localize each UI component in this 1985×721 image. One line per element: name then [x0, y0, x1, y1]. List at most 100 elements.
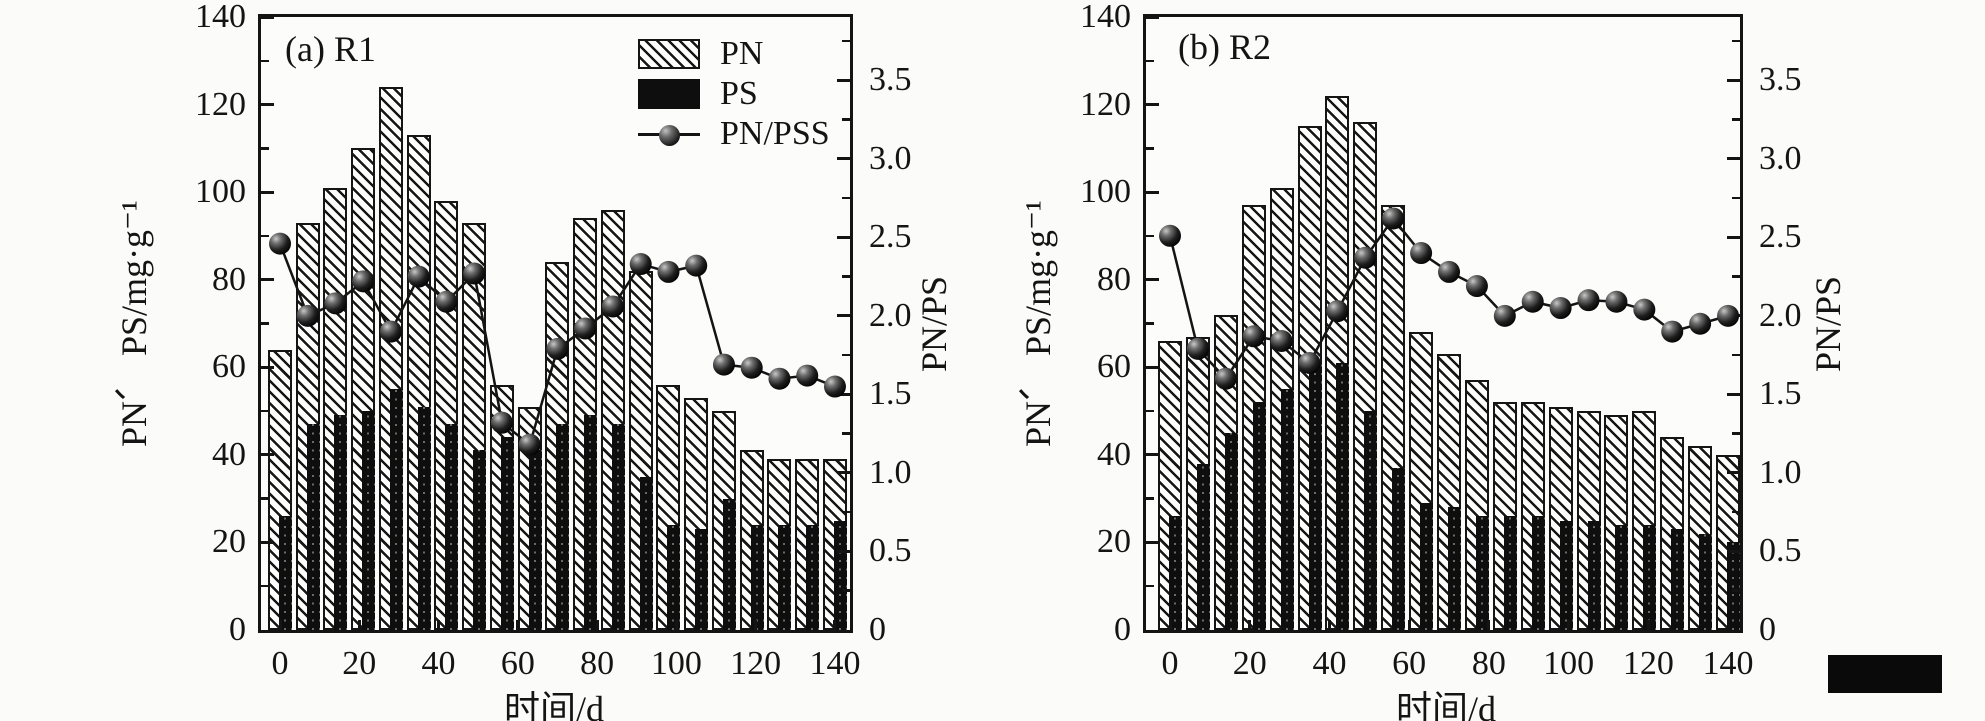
ratio-point: PN/PSS day 105: 2.32 — [685, 254, 708, 277]
ratio-axis-tick-label: 0 — [869, 611, 886, 648]
y-axis-tick-label: 60 — [212, 348, 246, 386]
ratio-axis-minor-tick — [1732, 510, 1740, 514]
ratio-axis-tick-label: 3.5 — [869, 61, 912, 99]
ratio-point: PN/PSS day 105: 2.1 — [1577, 289, 1600, 312]
ps-bar — [1475, 516, 1489, 630]
x-axis-tick — [595, 620, 599, 630]
x-axis-tick-label: 60 — [1392, 645, 1427, 682]
ratio-point: PN/PSS day 63: 1.18 — [518, 433, 541, 456]
ps-bar — [611, 424, 625, 630]
y-axis-tick — [1146, 278, 1159, 282]
ratio-point: PN/PSS day 112: 1.69 — [712, 353, 735, 376]
ps-bar — [833, 520, 847, 630]
ratio-point: PN/PSS day 126: 1.9 — [1661, 320, 1684, 343]
x-axis-tick — [1327, 620, 1331, 630]
ratio-axis-tick — [1727, 157, 1740, 161]
legend-label-pnpss: PN/PSS — [720, 115, 830, 152]
ps-bar — [1420, 503, 1434, 630]
ps-bar — [1224, 432, 1238, 630]
ratio-point: PN/PSS day 35: 1.7 — [1298, 352, 1321, 375]
ps-bar — [1699, 533, 1713, 630]
ratio-point: PN/PSS day 126: 1.6 — [768, 367, 791, 390]
x-axis-tick-label: 20 — [1232, 645, 1267, 682]
y-axis-minor-tick — [261, 584, 269, 588]
ratio-axis-minor-tick — [1732, 118, 1740, 121]
y-axis-minor-tick — [1146, 59, 1154, 63]
y-axis-minor-tick — [1146, 409, 1154, 413]
y-axis-tick — [1146, 453, 1159, 457]
ps-bar — [778, 524, 792, 630]
x-axis-tick — [437, 620, 441, 630]
x-axis-tick-label: 120 — [730, 645, 782, 682]
pn-bar — [628, 270, 653, 630]
ratio-point: PN/PSS day 7: 1.79 — [1186, 337, 1209, 360]
ps-bar — [722, 498, 736, 630]
ratio-point: PN/PSS day 49: 2.27 — [463, 262, 486, 285]
y-axis-minor-tick — [261, 147, 269, 150]
ratio-axis-tick — [1727, 471, 1740, 475]
y-axis-tick — [1146, 103, 1159, 107]
x-axis-tick — [516, 620, 520, 630]
ratio-point: PN/PSS day 42: 2.09 — [435, 290, 458, 313]
ps-bar — [1559, 520, 1573, 630]
x-axis-tick — [754, 620, 758, 630]
ratio-axis-minor-tick — [842, 510, 850, 514]
ratio-point: PN/PSS day 77: 2.19 — [1465, 275, 1488, 298]
x-axis-tick-label: 140 — [1702, 645, 1754, 682]
ps-bar — [1308, 362, 1322, 630]
ratio-axis-tick-label: 1.0 — [869, 453, 912, 491]
y-axis-minor-tick — [1146, 497, 1154, 500]
ps-bar — [1727, 542, 1741, 630]
ps-bar — [1615, 524, 1629, 630]
ps-bar — [806, 524, 820, 630]
ps-bar — [1364, 411, 1378, 630]
ps-bar — [445, 424, 459, 630]
y-axis-minor-tick — [261, 234, 269, 238]
ps-bar — [389, 389, 403, 630]
ratio-axis-tick-label: 3.5 — [1759, 61, 1802, 99]
x-axis-tick-label: 120 — [1622, 645, 1674, 682]
x-axis-tick-label: 20 — [342, 645, 377, 682]
y-axis-tick-label: 40 — [1097, 435, 1131, 473]
ratio-axis-minor-tick — [842, 353, 850, 357]
x-axis-tick — [674, 620, 678, 630]
ps-bar — [362, 411, 376, 630]
ratio-axis-tick-label: 3.0 — [869, 139, 912, 177]
ratio-point: PN/PSS day 77: 1.92 — [574, 317, 597, 340]
ratio-axis-minor-tick — [1732, 589, 1740, 592]
ps-bar — [473, 450, 487, 630]
ratio-axis-tick — [837, 549, 850, 553]
ratio-axis-tick — [1727, 78, 1740, 82]
ps-bar — [1671, 529, 1685, 630]
ratio-point: PN/PSS day 21: 1.87 — [1242, 325, 1265, 348]
legend-label-ps: PS — [720, 75, 758, 112]
ps-bar — [1448, 507, 1462, 630]
panel-r1-plot-area: PN/PSS day 0: 2.46PN/PSS day 7: 2PN/PSS … — [258, 14, 853, 633]
ratio-axis-tick-label: 2.0 — [1759, 296, 1802, 334]
ratio-axis-minor-tick — [1732, 432, 1740, 435]
ratio-axis-tick-label: 0 — [1759, 611, 1776, 648]
y-axis-tick — [1146, 365, 1159, 369]
ratio-point: PN/PSS day 14: 1.6 — [1214, 367, 1237, 390]
ratio-point: PN/PSS day 14: 2.08 — [324, 292, 347, 315]
ratio-line-layer: PN/PSS day 0: 2.46PN/PSS day 7: 2PN/PSS … — [269, 232, 846, 456]
ratio-axis-minor-tick — [842, 196, 850, 200]
ratio-axis-minor-tick — [1732, 39, 1740, 43]
ratio-point: PN/PSS day 84: 2.06 — [601, 295, 624, 318]
ratio-axis-tick-label: 1.5 — [869, 375, 912, 413]
y-axis-tick-label: 60 — [1097, 348, 1131, 386]
ratio-point: PN/PSS day 112: 2.09 — [1605, 290, 1628, 313]
x-axis-tick-label: 0 — [1161, 645, 1179, 682]
ps-bar — [1336, 362, 1350, 630]
x-axis-tick-label: 100 — [650, 645, 702, 682]
y-axis-minor-tick — [1146, 584, 1154, 588]
ratio-point: PN/PSS day 28: 1.84 — [1270, 330, 1293, 353]
y-axis-tick — [261, 278, 274, 282]
ps-bar — [1169, 516, 1182, 630]
y-axis-tick — [261, 540, 274, 544]
y-axis-tick-label: 20 — [212, 523, 246, 561]
panel-r1-title: (a) R1 — [285, 29, 376, 69]
pn-hatched-swatch-icon — [638, 39, 700, 69]
ps-bar — [500, 437, 514, 630]
